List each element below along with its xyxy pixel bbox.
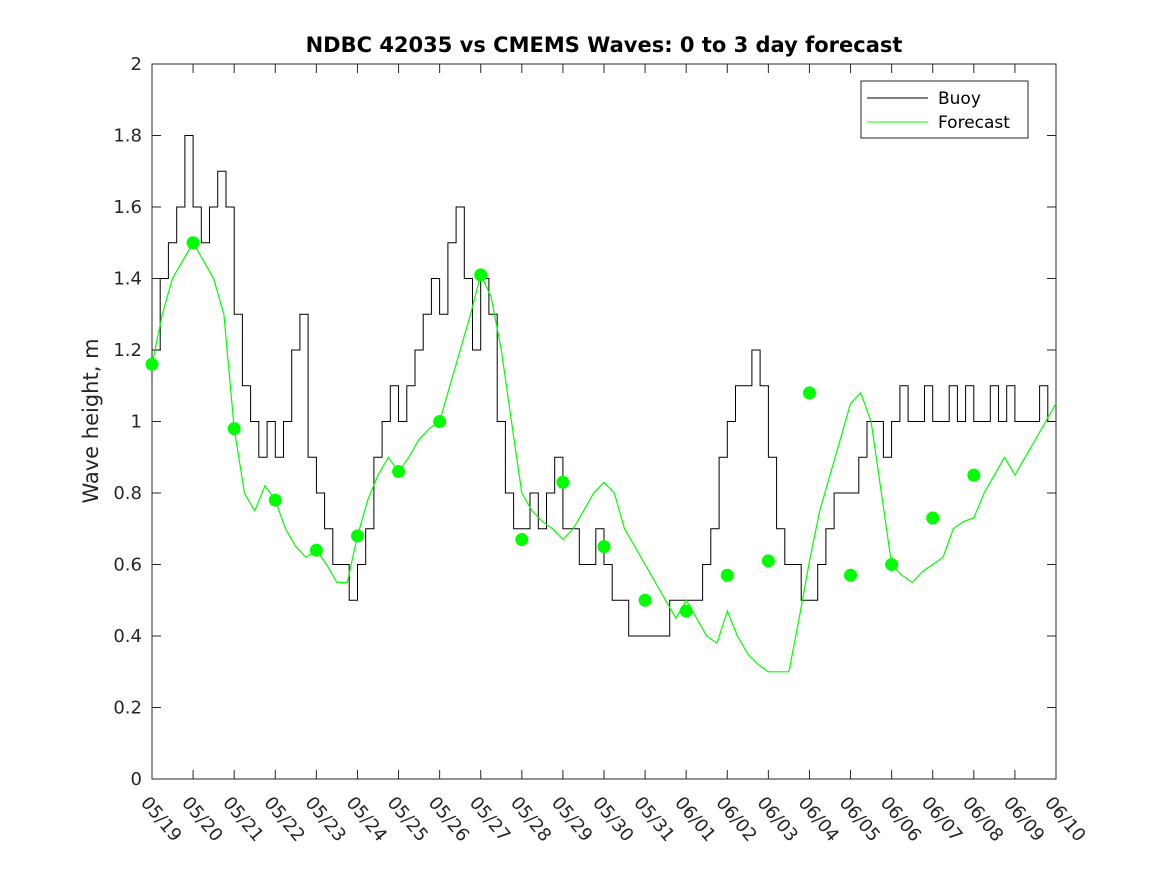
- buoy-line: [152, 135, 1056, 637]
- x-tick-label: 06/10: [1040, 793, 1089, 846]
- x-tick-label: 05/23: [301, 793, 350, 846]
- x-tick-label: 05/29: [547, 793, 596, 846]
- x-tick-label: 06/04: [794, 793, 843, 846]
- forecast-marker: [515, 532, 529, 546]
- x-tick-label: 06/09: [999, 793, 1048, 846]
- y-tick-label: 0.6: [113, 555, 142, 576]
- y-tick-label: 1.6: [113, 197, 142, 218]
- y-tick-label: 0.8: [113, 483, 142, 504]
- forecast-marker: [597, 540, 611, 554]
- x-tick-label: 06/01: [670, 793, 719, 846]
- y-tick-label: 2: [131, 54, 142, 75]
- forecast-marker: [720, 568, 734, 582]
- forecast-marker: [350, 529, 364, 543]
- x-tick-label: 05/19: [136, 793, 185, 846]
- y-tick-label: 1: [131, 412, 142, 433]
- y-tick-label: 0.4: [113, 626, 142, 647]
- x-tick-label: 06/03: [753, 793, 802, 846]
- legend-forecast-label: Forecast: [938, 113, 1010, 133]
- plot-area: [151, 63, 1057, 780]
- x-tick-label: 06/05: [835, 793, 884, 846]
- x-tick-label: 06/02: [711, 793, 760, 846]
- forecast-markers: [145, 236, 981, 618]
- forecast-marker: [638, 593, 652, 607]
- legend-buoy-label: Buoy: [938, 89, 981, 109]
- forecast-marker: [885, 558, 899, 571]
- buoy-series: [152, 135, 1056, 637]
- forecast-marker: [474, 268, 488, 282]
- x-tick-label: 06/08: [958, 793, 1007, 846]
- x-tick-label: 05/28: [506, 793, 555, 846]
- x-tick-label: 05/20: [177, 793, 226, 846]
- y-tick-label: 1.8: [113, 126, 142, 147]
- x-tick-label: 05/22: [259, 793, 308, 846]
- legend-box: [860, 80, 1029, 139]
- x-tick-label: 05/26: [424, 793, 473, 846]
- x-tick-label: 05/25: [383, 793, 432, 846]
- forecast-marker: [556, 475, 570, 489]
- forecast-marker: [844, 568, 858, 582]
- legend: Buoy Forecast: [860, 80, 1029, 139]
- forecast-line: [151, 241, 1057, 673]
- forecast-marker: [802, 386, 816, 400]
- x-tick-label: 06/07: [917, 793, 966, 846]
- y-axis-label: Wave height, m: [79, 338, 103, 503]
- x-tick-label: 05/21: [218, 793, 267, 846]
- forecast-marker: [967, 468, 981, 482]
- forecast-marker: [433, 415, 447, 428]
- forecast-series: [151, 241, 1057, 673]
- y-tick-label: 1.2: [113, 340, 142, 361]
- forecast-marker: [268, 493, 282, 507]
- forecast-marker: [186, 236, 200, 250]
- forecast-marker: [679, 604, 693, 618]
- y-tick-label: 0.2: [113, 698, 142, 719]
- forecast-marker: [309, 543, 323, 557]
- x-tick-label: 05/24: [342, 793, 391, 846]
- x-tick-label: 05/27: [465, 793, 514, 846]
- x-tick-label: 05/30: [588, 793, 637, 846]
- forecast-marker: [392, 465, 406, 479]
- x-tick-label: 05/31: [629, 793, 678, 846]
- forecast-marker: [926, 511, 940, 525]
- y-tick-label: 1.4: [113, 269, 142, 290]
- plot-frame: [151, 63, 1057, 780]
- x-tick-label: 06/06: [876, 793, 925, 846]
- forecast-marker: [145, 357, 159, 371]
- forecast-marker: [227, 422, 241, 436]
- y-tick-label: 0: [131, 769, 142, 790]
- chart-title: NDBC 42035 vs CMEMS Waves: 0 to 3 day fo…: [306, 33, 903, 57]
- forecast-marker: [761, 554, 775, 568]
